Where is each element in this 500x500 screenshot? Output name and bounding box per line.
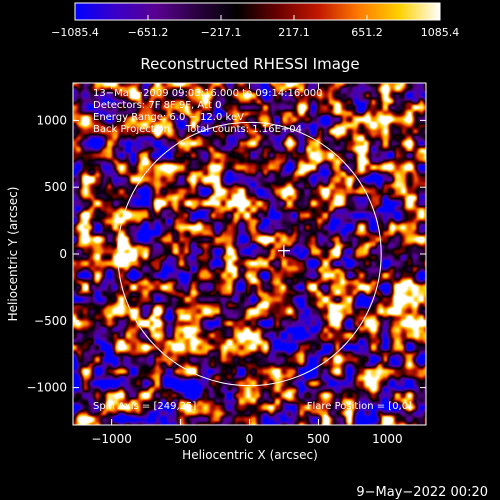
- colorbar: −1085.4 −651.2 −217.1 217.1 651.2 1085.4: [51, 2, 459, 39]
- info-annotations: 13−May−2009 09:08:16.000 to 09:14:16.000…: [93, 88, 323, 135]
- x-axis-label: Heliocentric X (arcsec): [182, 448, 318, 462]
- x-tick-label: −1000: [91, 432, 132, 446]
- flare-crosshair-marker: [277, 244, 290, 257]
- y-tick-label: −1000: [26, 381, 67, 395]
- annotation-method-counts: Back Projection Total counts: 1.16E+04: [93, 124, 302, 135]
- colorbar-tick-label: 217.1: [278, 26, 310, 39]
- y-tick-label: 1000: [36, 113, 67, 127]
- annotation-energy-range: Energy Range: 6.0 − 12.0 keV: [93, 112, 244, 123]
- annotation-time-range: 13−May−2009 09:08:16.000 to 09:14:16.000: [93, 88, 323, 99]
- x-tick-label: 500: [307, 432, 330, 446]
- annotation-detectors: Detectors: 7F 8F 9F, Att 0: [93, 100, 221, 111]
- x-tick-label: 1000: [372, 432, 403, 446]
- colorbar-tick-label: 651.2: [351, 26, 383, 39]
- y-axis: −1000 −500 0 500 1000: [26, 113, 426, 395]
- colorbar-tick-label: −217.1: [201, 26, 242, 39]
- colorbar-bar: [74, 2, 441, 21]
- flare-position-label: Flare Position = [0,0]: [307, 401, 412, 412]
- y-axis-label: Heliocentric Y (arcsec): [6, 187, 20, 322]
- x-tick-label: 0: [246, 432, 254, 446]
- y-tick-label: 500: [44, 180, 67, 194]
- x-axis: −1000 −500 0 500 1000: [91, 83, 403, 446]
- colorbar-tick-label: −1085.4: [51, 26, 99, 39]
- heatmap-raster: [73, 83, 426, 425]
- chart-title: Reconstructed RHESSI Image: [140, 55, 359, 73]
- heatmap-image: [73, 83, 426, 425]
- colorbar-tick-label: 1085.4: [421, 26, 460, 39]
- solar-limb-circle: [117, 121, 382, 387]
- spin-axis-label: Spin Axis = [249,25]: [93, 401, 196, 412]
- colorbar-tick-label: −651.2: [128, 26, 169, 39]
- footer-timestamp: 9−May−2022 00:20: [356, 485, 488, 500]
- x-tick-label: −500: [164, 432, 197, 446]
- y-tick-label: 0: [59, 247, 67, 261]
- y-tick-label: −500: [34, 314, 67, 328]
- colorbar-ticks: −1085.4 −651.2 −217.1 217.1 651.2 1085.4: [51, 15, 459, 39]
